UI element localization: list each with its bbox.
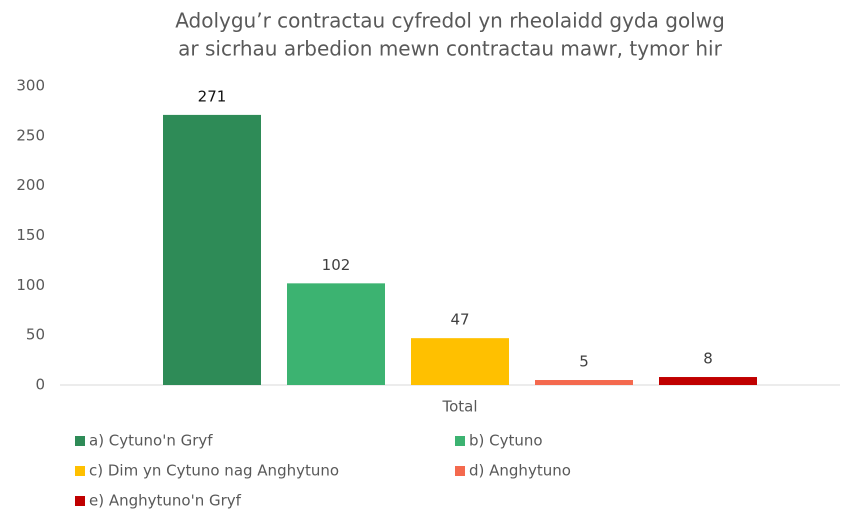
legend-swatch: [455, 436, 465, 446]
data-label: 102: [322, 256, 351, 274]
bar: [659, 377, 757, 385]
data-label: 47: [450, 311, 469, 329]
y-tick-label: 300: [16, 77, 45, 95]
legend-swatch: [75, 496, 85, 506]
y-tick-label: 100: [16, 276, 45, 294]
y-tick-label: 0: [35, 376, 45, 394]
y-tick-label: 50: [26, 326, 45, 344]
legend-label: c) Dim yn Cytuno nag Anghytuno: [89, 462, 339, 480]
legend-label: e) Anghytuno'n Gryf: [89, 492, 242, 510]
chart-title: Adolygu’r contractau cyfredol yn rheolai…: [175, 9, 725, 33]
y-tick-label: 250: [16, 126, 45, 144]
data-label: 271: [198, 87, 227, 105]
chart-title: ar sicrhau arbedion mewn contractau mawr…: [178, 37, 722, 61]
legend-label: d) Anghytuno: [469, 462, 571, 480]
legend-swatch: [455, 466, 465, 476]
legend-swatch: [75, 466, 85, 476]
legend-label: a) Cytuno'n Gryf: [89, 432, 213, 450]
bar: [287, 283, 385, 385]
y-tick-label: 200: [16, 176, 45, 194]
x-tick-label: Total: [441, 398, 477, 416]
legend-label: b) Cytuno: [469, 432, 543, 450]
bar: [411, 338, 509, 385]
legend-swatch: [75, 436, 85, 446]
y-tick-label: 150: [16, 226, 45, 244]
bar: [535, 380, 633, 385]
data-label: 8: [703, 350, 713, 368]
bar: [163, 114, 261, 386]
data-label: 5: [579, 353, 589, 371]
